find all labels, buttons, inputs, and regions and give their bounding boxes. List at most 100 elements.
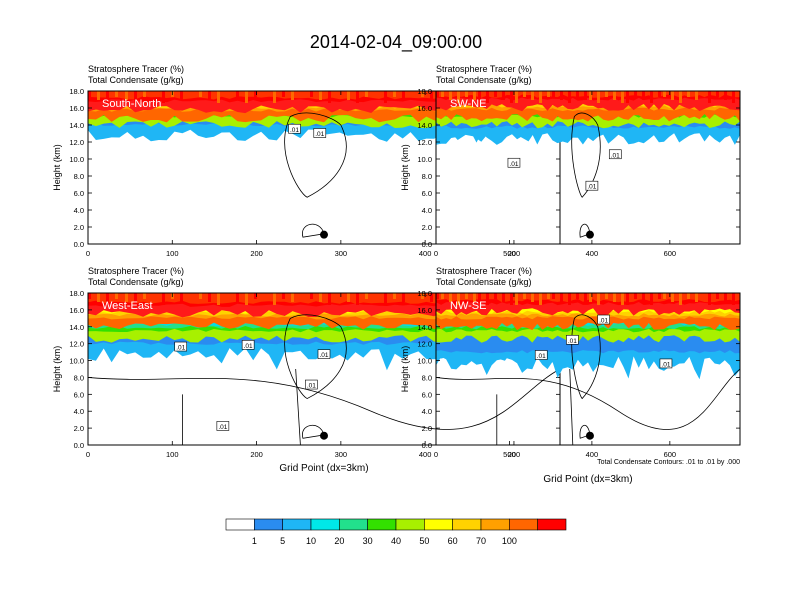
x-tick-label: 500 — [503, 450, 516, 459]
tracer-speckle — [88, 91, 91, 97]
tracer-speckle — [430, 91, 433, 100]
condensate-contour — [571, 112, 601, 198]
variable-label-tracer: Stratosphere Tracer (%) — [436, 64, 532, 74]
colorbar-segment — [310, 518, 340, 531]
condensate-contour — [284, 112, 347, 198]
y-tick-label: 0.0 — [422, 240, 432, 249]
colorbar-label: 40 — [391, 536, 401, 546]
tracer-speckle — [236, 91, 239, 100]
x-tick-label: 100 — [166, 450, 179, 459]
tracer-speckle — [356, 91, 359, 103]
contour-label: .01 — [537, 353, 546, 360]
contour-label-box — [566, 334, 579, 345]
colorbar-segment — [537, 518, 567, 531]
colorbar-label: 70 — [476, 536, 486, 546]
colorbar-segment — [282, 518, 312, 531]
tracer-speckle — [291, 293, 294, 302]
tracer-speckle — [134, 91, 137, 103]
contour-label-box — [305, 379, 318, 390]
y-tick-label: 6.0 — [74, 390, 84, 399]
y-tick-label: 14.0 — [417, 121, 432, 130]
panel-sw-ne: .01 .01 .01 SW-NE Stratosphere Tracer (%)Tot… — [400, 64, 741, 258]
tracer-speckle — [539, 293, 542, 305]
x-tick-label: 0 — [86, 249, 90, 258]
tracer-speckle — [552, 91, 555, 97]
tracer-speckle — [642, 293, 645, 302]
plot-area: .01 .01 .01 — [436, 91, 740, 239]
tracer-speckle — [478, 293, 481, 302]
tracer-speckle — [626, 293, 629, 305]
tracer-speckle — [716, 293, 719, 299]
tracer-speckle — [347, 91, 350, 100]
tracer-speckle — [486, 293, 489, 305]
contour-label: .01 — [176, 345, 185, 352]
panel-frame — [87, 90, 561, 245]
tracer-speckle — [208, 293, 211, 302]
panel-label: West-East — [102, 300, 153, 312]
contour-label: .01 — [307, 383, 316, 390]
tracer-speckle — [254, 293, 257, 299]
y-axis-title: Height (km) — [52, 144, 62, 191]
tracer-speckle — [568, 293, 571, 305]
y-tick-label: 12.0 — [417, 340, 432, 349]
y-tick-label: 8.0 — [74, 373, 84, 382]
y-axis-title: Height (km) — [400, 346, 410, 393]
tracer-speckle — [695, 293, 698, 302]
tracer-speckle — [658, 91, 661, 97]
contour-label: .01 — [599, 318, 608, 325]
tracer-speckle — [568, 91, 571, 103]
tracer-speckle — [402, 293, 405, 302]
tracer-speckle — [576, 293, 579, 299]
y-tick-label: 14.0 — [69, 323, 84, 332]
y-tick-label: 12.0 — [69, 340, 84, 349]
tracer-speckle — [402, 91, 405, 100]
tracer-speckle — [671, 293, 674, 302]
y-tick-label: 2.0 — [422, 223, 432, 232]
contour-label-box — [585, 180, 599, 191]
colorbar-label: 50 — [419, 536, 429, 546]
x-tick-label: 0 — [86, 450, 90, 459]
tracer-speckle — [716, 91, 719, 97]
contour-label: .01 — [568, 338, 577, 345]
variable-label-condensate: Total Condensate (g/kg) — [88, 75, 184, 85]
tracer-speckle — [605, 91, 608, 97]
colorbar: 1 5 10 20 30 40 50 60 70 100 — [225, 518, 567, 546]
location-marker — [320, 230, 328, 239]
tracer-speckle — [576, 91, 579, 97]
tracer-speckle — [642, 91, 645, 100]
tracer-speckle — [589, 91, 592, 100]
tracer-speckle — [510, 293, 513, 305]
tracer-speckle — [515, 293, 518, 305]
y-tick-label: 4.0 — [422, 407, 432, 416]
tracer-speckle — [687, 293, 690, 299]
tracer-speckle — [597, 91, 600, 103]
colorbar-label: 5 — [280, 536, 285, 546]
contour-label: .01 — [244, 343, 253, 350]
tracer-speckle — [457, 293, 460, 305]
contour-label: .01 — [661, 361, 670, 368]
colorbar-segment — [424, 518, 453, 531]
contour-label-box — [216, 421, 230, 431]
tracer-speckle — [613, 293, 616, 302]
y-tick-label: 16.0 — [417, 104, 432, 113]
tracer-speckle — [547, 91, 550, 97]
tracer-speckle — [365, 91, 368, 97]
y-tick-label: 16.0 — [417, 306, 432, 315]
contour-note: Total Condensate Contours: .01 to .01 by… — [597, 459, 740, 466]
tracer-speckle — [143, 91, 146, 97]
contour-label-box — [608, 149, 622, 160]
tracer-speckle — [457, 91, 460, 103]
tracer-speckle — [634, 293, 637, 299]
tracer-speckle — [106, 91, 109, 103]
y-tick-label: 12.0 — [69, 138, 84, 147]
tracer-speckle — [106, 293, 109, 305]
plot-area: .01 .01 .01 .01 — [436, 293, 740, 445]
tracer-speckle — [115, 293, 118, 299]
tracer-speckle — [687, 91, 690, 97]
condensate-contour — [571, 314, 601, 400]
tracer-speckle — [494, 91, 497, 97]
panel-label: South-North — [102, 98, 161, 110]
tracer-speckle — [319, 91, 322, 100]
tracer-speckle — [217, 293, 220, 305]
location-marker — [585, 431, 594, 440]
